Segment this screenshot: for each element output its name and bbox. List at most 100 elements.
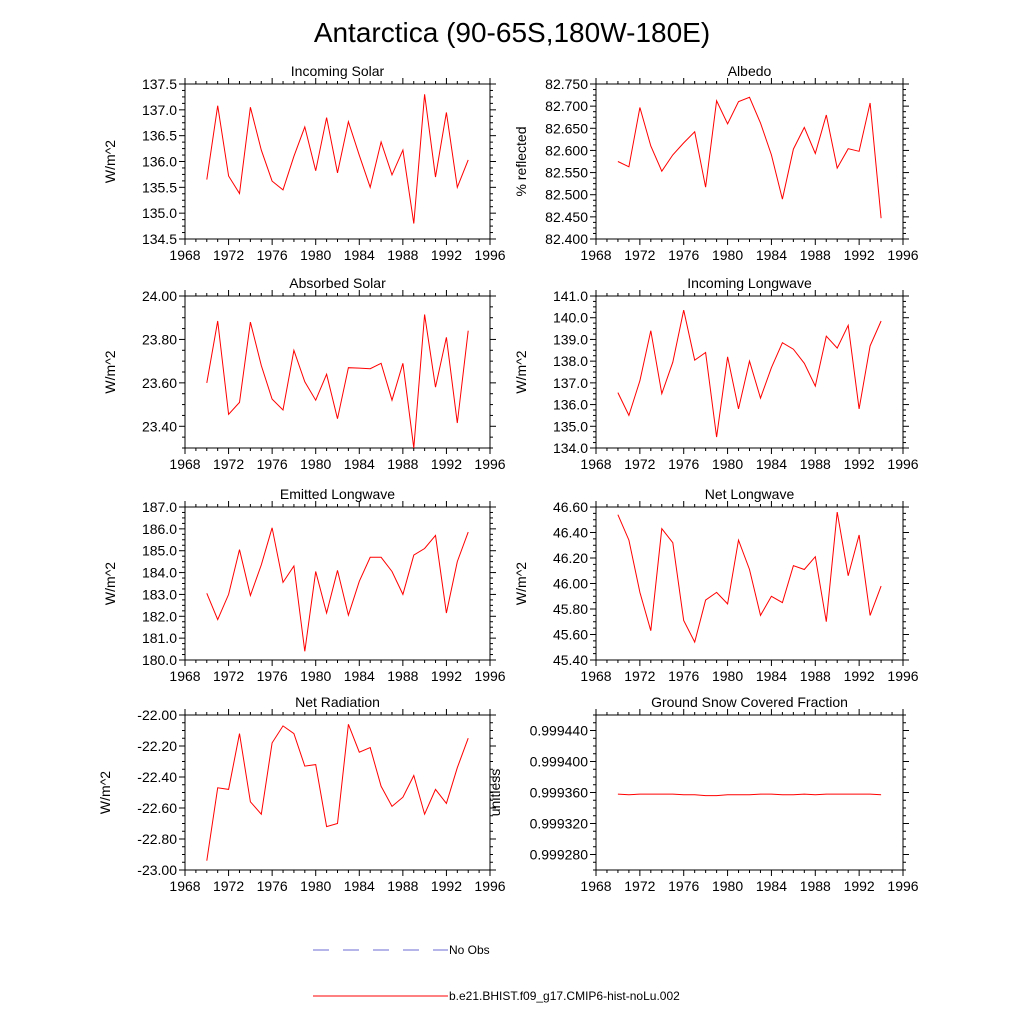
x-tick-label: 1976 <box>668 247 699 263</box>
x-tick-label: 1988 <box>800 878 831 894</box>
series-line-net-radiation <box>206 724 469 861</box>
x-tick-label: 1976 <box>257 456 288 472</box>
y-tick-label: -22.80 <box>137 831 177 847</box>
x-tick-label: 1968 <box>169 456 200 472</box>
legend: No Obs b.e21.BHIST.f09_g17.CMIP6-hist-no… <box>313 943 680 1003</box>
y-tick-label: 24.00 <box>142 288 177 304</box>
y-tick-label: 0.999400 <box>530 754 589 770</box>
y-tick-label: 135.0 <box>553 418 588 434</box>
x-tick-label: 1980 <box>300 247 331 263</box>
y-tick-label: 136.0 <box>142 154 177 170</box>
series-line-incoming-longwave <box>617 309 882 438</box>
y-tick-label: 46.20 <box>553 550 588 566</box>
figure-title: Antarctica (90-65S,180W-180E) <box>314 17 710 48</box>
x-tick-label: 1996 <box>474 668 505 684</box>
panel-emitted-longwave: Emitted Longwave W/m^2 1968 1972 1976 1980 198… <box>102 486 506 684</box>
x-tick-label: 1980 <box>712 456 743 472</box>
panel-title: Absorbed Solar <box>289 275 386 291</box>
panel-albedo: Albedo % reflected 1968 1972 1976 1980 1984 198… <box>513 63 919 263</box>
x-tick-label: 1980 <box>300 456 331 472</box>
y-tick-label: 82.750 <box>545 76 588 92</box>
y-tick-label: 46.00 <box>553 576 588 592</box>
x-tick-label: 1972 <box>624 668 655 684</box>
y-tick-label: 136.5 <box>142 128 177 144</box>
x-tick-label: 1968 <box>580 247 611 263</box>
y-tick-label: 82.400 <box>545 231 588 247</box>
plot-frame <box>595 83 904 240</box>
x-tick-label: 1992 <box>844 247 875 263</box>
x-tick-label: 1984 <box>344 456 375 472</box>
x-tick-label: 1976 <box>668 456 699 472</box>
panels: Incoming Solar W/m^2 1968 1972 1976 1980 1984 1… <box>97 63 919 894</box>
series-line-emitted-longwave <box>206 527 469 652</box>
y-tick-label: 135.0 <box>142 205 177 221</box>
x-tick-label: 1972 <box>624 247 655 263</box>
x-tick-label: 1988 <box>387 668 418 684</box>
y-tick-label: 82.550 <box>545 165 588 181</box>
y-tick-label: 187.0 <box>142 499 177 515</box>
panel-net-longwave: Net Longwave W/m^2 1968 1972 1976 1980 1984 198… <box>513 486 919 684</box>
x-tick-label: 1996 <box>887 456 918 472</box>
y-tick-label: 134.5 <box>142 231 177 247</box>
panel-incoming-longwave: Incoming Longwave W/m^2 1968 1972 1976 1980 19… <box>513 275 919 472</box>
y-tick-label: -22.40 <box>137 769 177 785</box>
y-tick-label: 140.0 <box>553 310 588 326</box>
x-tick-label: 1976 <box>257 878 288 894</box>
y-axis-label: % reflected <box>513 126 529 196</box>
x-tick-label: 1984 <box>344 247 375 263</box>
x-tick-label: 1996 <box>474 878 505 894</box>
panel-net-radiation: Net Radiation W/m^2 1968 1972 1976 1980 1984 19… <box>97 694 506 894</box>
y-tick-label: 138.0 <box>553 353 588 369</box>
y-tick-label: 137.5 <box>142 76 177 92</box>
x-tick-label: 1968 <box>580 878 611 894</box>
x-tick-label: 1992 <box>431 878 462 894</box>
legend-model-label: b.e21.BHIST.f09_g17.CMIP6-hist-noLu.002 <box>449 989 680 1003</box>
x-tick-label: 1996 <box>887 668 918 684</box>
x-tick-label: 1984 <box>756 247 787 263</box>
x-tick-label: 1996 <box>474 247 505 263</box>
x-tick-label: 1984 <box>344 878 375 894</box>
y-tick-label: 135.5 <box>142 179 177 195</box>
panel-title: Ground Snow Covered Fraction <box>651 694 848 710</box>
x-tick-label: 1972 <box>624 878 655 894</box>
y-tick-label: 0.999320 <box>530 816 589 832</box>
y-tick-label: 0.999440 <box>530 723 589 739</box>
y-tick-label: 134.0 <box>553 440 588 456</box>
x-tick-label: 1976 <box>668 668 699 684</box>
y-axis-label: W/m^2 <box>102 562 118 605</box>
plot-frame <box>595 506 904 661</box>
x-tick-label: 1972 <box>213 247 244 263</box>
y-tick-label: 180.0 <box>142 652 177 668</box>
y-tick-label: -23.00 <box>137 862 177 878</box>
series-line-incoming-solar <box>206 94 469 224</box>
y-tick-label: 46.40 <box>553 525 588 541</box>
y-tick-label: 183.0 <box>142 586 177 602</box>
x-tick-label: 1984 <box>344 668 375 684</box>
y-tick-label: 182.0 <box>142 608 177 624</box>
y-tick-label: 136.0 <box>553 397 588 413</box>
x-tick-label: 1976 <box>257 668 288 684</box>
series-line-absorbed-solar <box>206 314 469 449</box>
series-line-ground-snow-covered-fraction <box>617 793 882 797</box>
panel-absorbed-solar: Absorbed Solar W/m^2 1968 1972 1976 1980 1984 1… <box>102 275 506 472</box>
y-tick-label: 23.80 <box>142 331 177 347</box>
x-tick-label: 1988 <box>387 247 418 263</box>
x-tick-label: 1996 <box>474 456 505 472</box>
y-tick-label: 45.80 <box>553 601 588 617</box>
x-tick-label: 1984 <box>756 878 787 894</box>
x-tick-label: 1992 <box>844 668 875 684</box>
y-tick-label: 185.0 <box>142 543 177 559</box>
x-tick-label: 1988 <box>800 456 831 472</box>
x-tick-label: 1968 <box>580 668 611 684</box>
y-tick-label: 141.0 <box>553 288 588 304</box>
x-tick-label: 1984 <box>756 456 787 472</box>
plot-frame <box>184 83 491 240</box>
y-tick-label: -22.20 <box>137 738 177 754</box>
x-tick-label: 1980 <box>712 878 743 894</box>
y-tick-label: 137.0 <box>142 102 177 118</box>
x-tick-label: 1968 <box>169 247 200 263</box>
plot-frame <box>184 714 491 871</box>
y-axis-label: W/m^2 <box>102 350 118 393</box>
y-axis-label: W/m^2 <box>513 350 529 393</box>
y-tick-label: -22.00 <box>137 707 177 723</box>
